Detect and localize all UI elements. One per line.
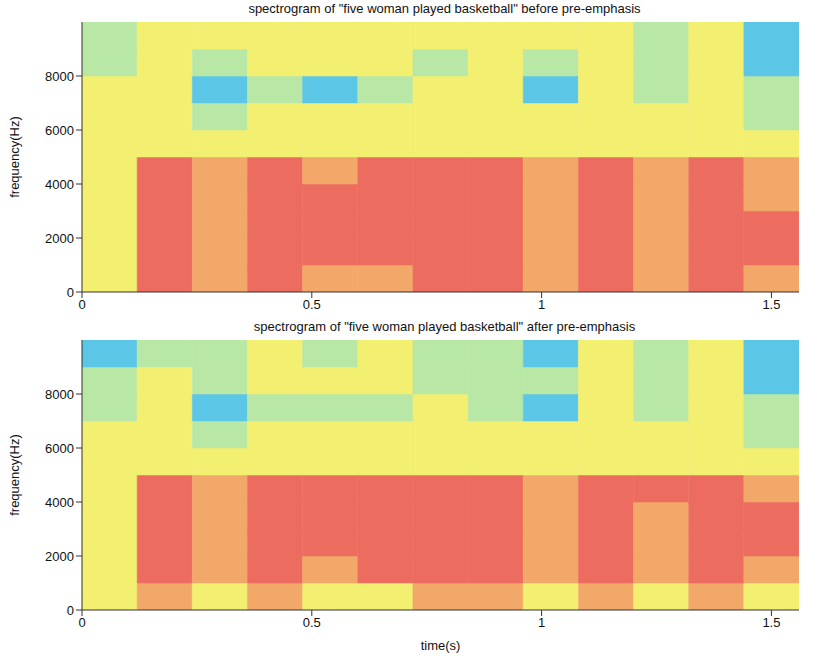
svg-text:8000: 8000 — [45, 387, 74, 402]
svg-text:1: 1 — [538, 297, 545, 312]
html-text:spectrogram of "five woman pla: spectrogram of "five woman played basket… — [248, 1, 641, 16]
svg-text:0: 0 — [78, 297, 85, 312]
html-text:spectrogram of "five woman pla: spectrogram of "five woman played basket… — [253, 319, 636, 334]
svg-text:1: 1 — [538, 615, 545, 630]
svg-text:6000: 6000 — [45, 441, 74, 456]
svg-text:0: 0 — [67, 603, 74, 618]
svg-text:frequency(Hz): frequency(Hz) — [7, 116, 22, 198]
svg-text:1.5: 1.5 — [762, 615, 780, 630]
svg-text:1.5: 1.5 — [762, 297, 780, 312]
svg-text:0: 0 — [67, 285, 74, 300]
svg-text:frequency(Hz): frequency(Hz) — [7, 434, 22, 516]
svg-text:0: 0 — [78, 615, 85, 630]
svg-text:2000: 2000 — [45, 549, 74, 564]
svg-text:0.5: 0.5 — [303, 615, 321, 630]
svg-text:6000: 6000 — [45, 123, 74, 138]
svg-text:2000: 2000 — [45, 231, 74, 246]
svg-text:8000: 8000 — [45, 69, 74, 84]
svg-text:0.5: 0.5 — [303, 297, 321, 312]
svg-text:time(s): time(s) — [421, 638, 461, 653]
svg-text:4000: 4000 — [45, 177, 74, 192]
svg-text:4000: 4000 — [45, 495, 74, 510]
